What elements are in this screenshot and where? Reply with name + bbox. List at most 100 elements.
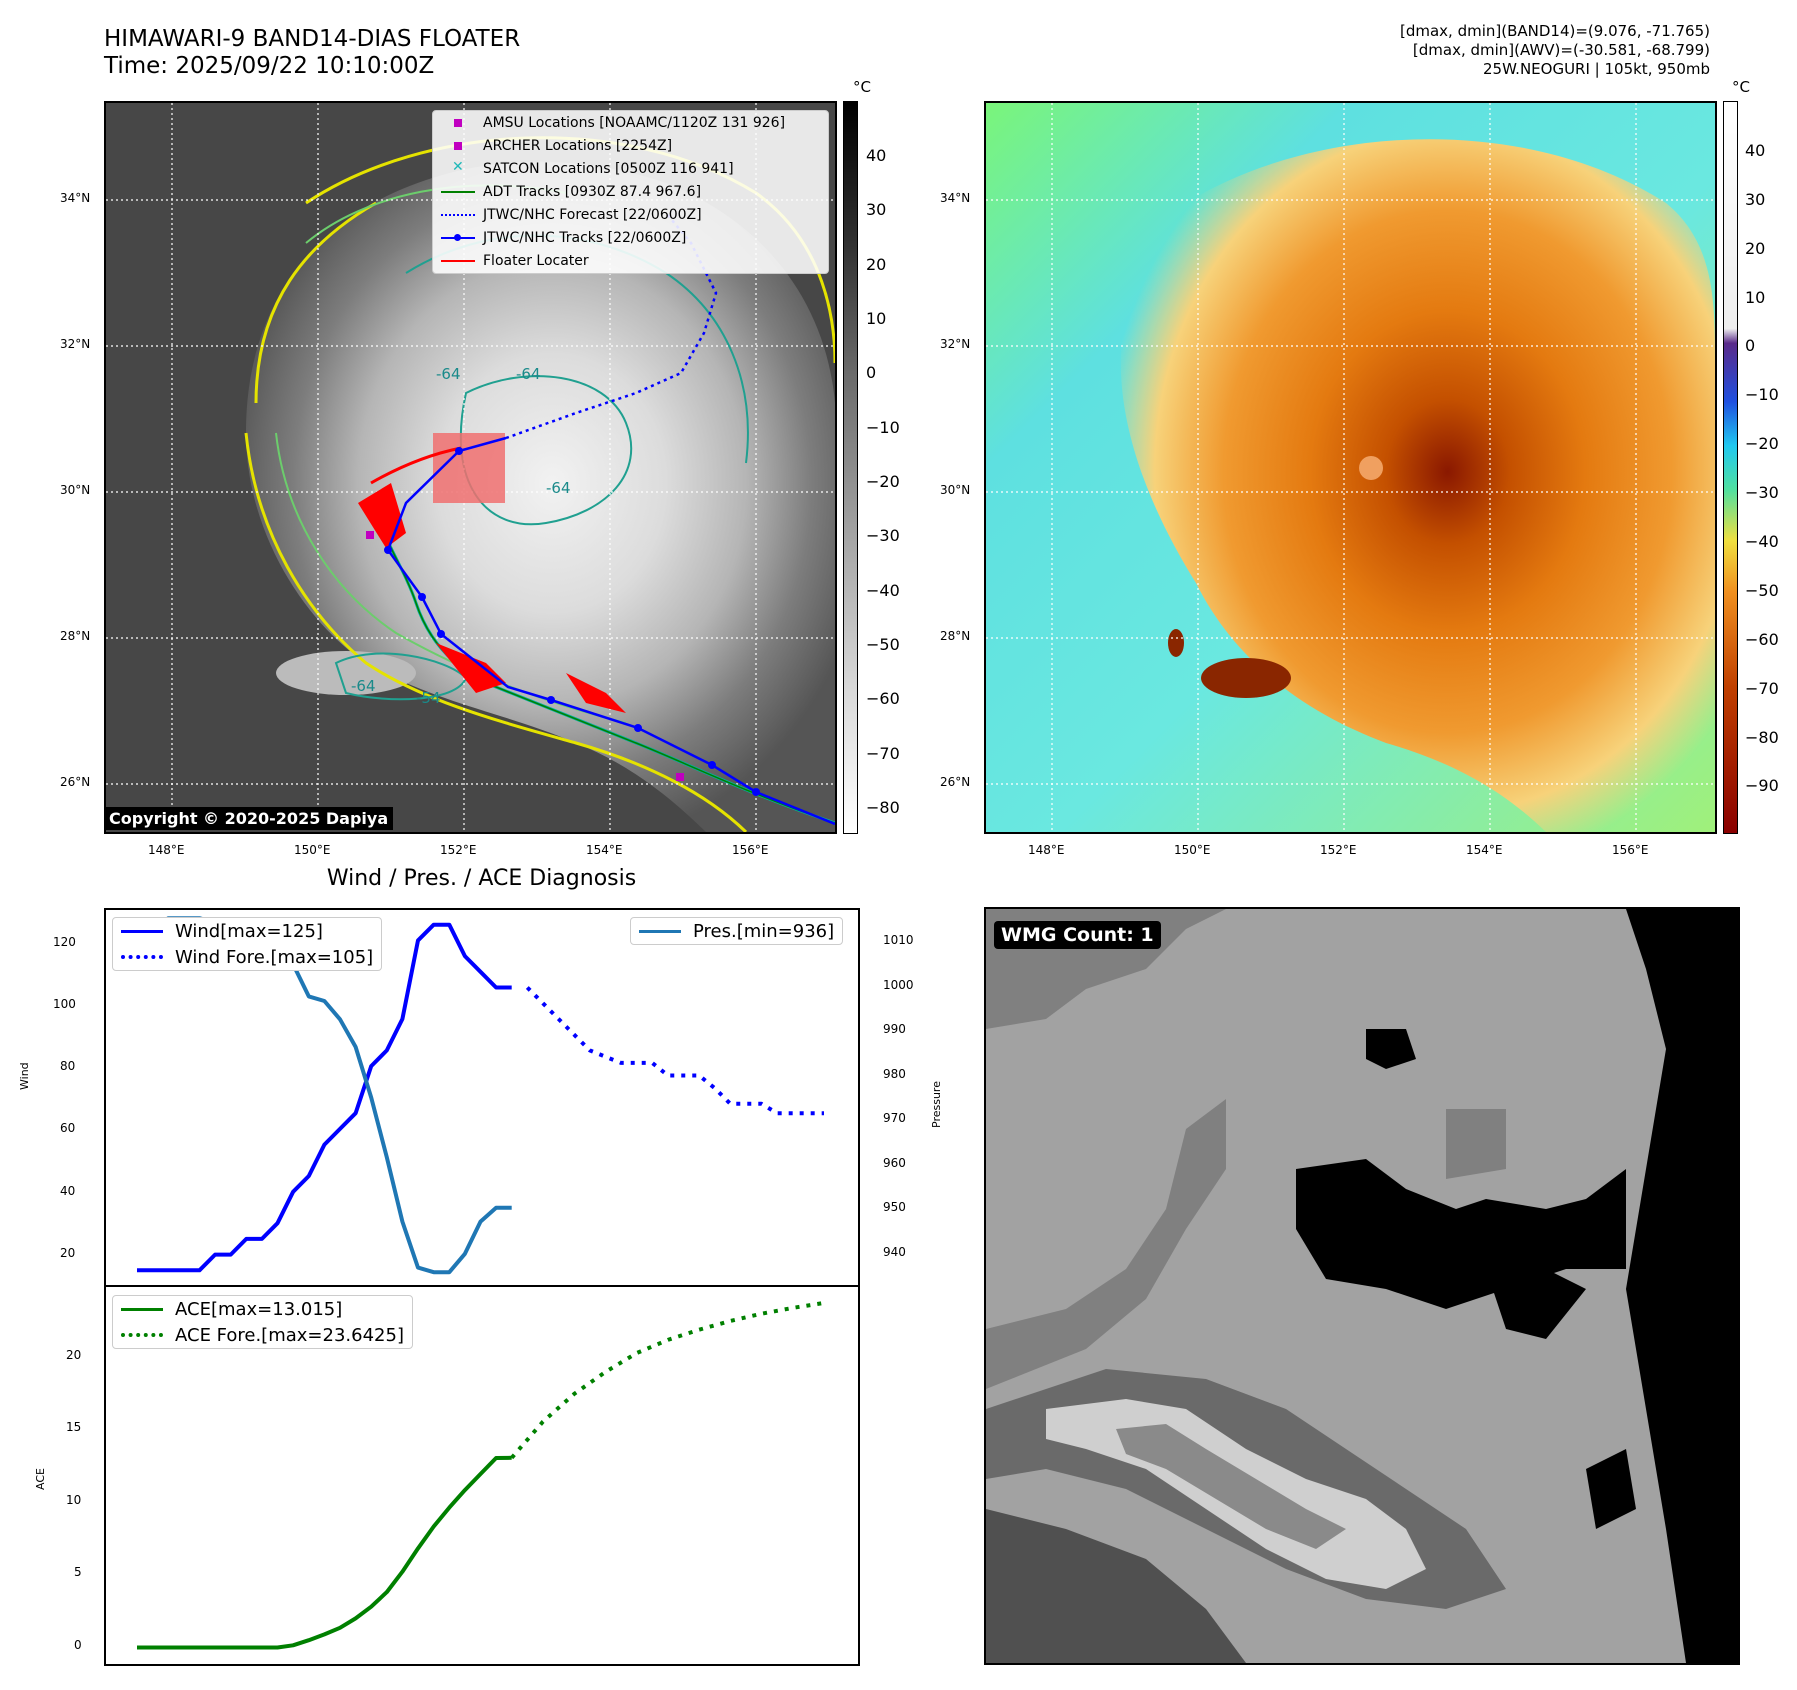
enhanced-colorbar (1723, 101, 1738, 834)
jtwc-forecast-track (505, 212, 718, 440)
square-marker-icon (454, 119, 462, 127)
wind-series-line (137, 922, 512, 1273)
storm-info: [dmax, dmin](BAND14)=(9.076, -71.765) [d… (1400, 22, 1710, 79)
floater-locater-line (370, 446, 462, 485)
x-marker-icon: ✕ (452, 159, 464, 175)
ace-series-line (137, 1455, 512, 1650)
colorbar-tick: 10 (1745, 288, 1766, 307)
legend-label: JTWC/NHC Forecast [22/0600Z] (483, 207, 702, 223)
figure-title: HIMAWARI-9 BAND14-DIAS FLOATER Time: 202… (104, 26, 520, 80)
colorbar-tick: 30 (1745, 190, 1766, 209)
legend-label: AMSU Locations [NOAAMC/1120Z 131 926] (483, 115, 786, 131)
legend-wind-forecast: Wind Fore.[max=105] (113, 944, 381, 970)
ace-tick: 10 (66, 1493, 82, 1507)
ace-tick: 20 (66, 1348, 82, 1362)
wmg-count-badge: WMG Count: 1 (994, 921, 1161, 949)
legend-ace-forecast: ACE Fore.[max=23.6425] (113, 1322, 412, 1348)
wind-tick: 60 (60, 1121, 76, 1135)
wind-barbs (358, 483, 626, 713)
colorbar-tick: −80 (866, 798, 900, 817)
dotted-line-icon (121, 955, 163, 959)
legend-ace: ACE[max=13.015] (113, 1296, 412, 1322)
legend-label: ARCHER Locations [2254Z] (483, 138, 673, 154)
pressure-tick: 1000 (883, 978, 914, 992)
ace-forecast-series-line (510, 1300, 825, 1460)
square-marker-icon (454, 142, 462, 150)
enhanced-ir-panel (984, 101, 1717, 834)
colorbar-tick: 30 (866, 200, 887, 219)
archer-location-marker (366, 531, 374, 539)
legend-adt: ADT Tracks [0930Z 87.4 967.6] (441, 183, 701, 201)
legend-pressure: Pres.[min=936] (631, 918, 842, 944)
pressure-tick: 980 (883, 1067, 906, 1081)
colorbar-tick: −30 (866, 526, 900, 545)
lat-tick: 28°N (940, 629, 971, 643)
contour-label: -64 (351, 677, 376, 695)
wind-tick: 100 (53, 997, 76, 1011)
lat-tick: 28°N (60, 629, 91, 643)
ace-legend: ACE[max=13.015] ACE Fore.[max=23.6425] (112, 1295, 413, 1349)
colorbar-tick: −70 (1745, 679, 1779, 698)
legend-label: Wind Fore.[max=105] (175, 946, 374, 968)
title-line-2: Time: 2025/09/22 10:10:00Z (104, 53, 435, 79)
colorbar-tick: −30 (1745, 483, 1779, 502)
enhanced-ir-map (986, 103, 1715, 832)
colorbar-tick: 40 (866, 146, 887, 165)
map-legend: AMSU Locations [NOAAMC/1120Z 131 926] AR… (432, 110, 829, 274)
pressure-tick: 960 (883, 1156, 906, 1170)
ace-axis-label: ACE (34, 1468, 47, 1490)
legend-archer: ARCHER Locations [2254Z] (441, 137, 672, 155)
copyright-badge: Copyright © 2020-2025 Dapiya (104, 807, 394, 830)
colorbar-tick: −10 (1745, 385, 1779, 404)
lat-tick: 26°N (60, 775, 91, 789)
solid-line-icon (441, 191, 475, 193)
wind-legend: Wind[max=125] Wind Fore.[max=105] (112, 917, 383, 971)
lon-tick: 152°E (1320, 843, 1357, 857)
colorbar-tick: −20 (866, 472, 900, 491)
pressure-legend: Pres.[min=936] (630, 917, 844, 945)
wind-tick: 40 (60, 1184, 76, 1198)
colorbar-tick: 20 (1745, 239, 1766, 258)
pressure-tick: 940 (883, 1245, 906, 1259)
pressure-series-line (137, 916, 512, 1275)
ace-tick: 5 (74, 1565, 82, 1579)
dotted-line-icon (441, 214, 475, 216)
wind-tick: 80 (60, 1059, 76, 1073)
line-dot-icon (454, 234, 461, 241)
lat-tick: 32°N (940, 337, 971, 351)
awv-range: [dmax, dmin](AWV)=(-30.581, -68.799) (1412, 41, 1710, 59)
legend-floater: Floater Locater (441, 252, 589, 270)
solid-line-icon (639, 930, 681, 933)
legend-label: SATCON Locations [0500Z 116 941] (483, 161, 734, 177)
lon-tick: 150°E (294, 843, 331, 857)
ir-colorbar (843, 101, 858, 834)
colorbar-tick: 40 (1745, 141, 1766, 160)
storm-eye (1359, 456, 1383, 480)
colorbar-tick: −90 (1745, 776, 1779, 795)
legend-satcon: ✕ SATCON Locations [0500Z 116 941] (441, 159, 734, 178)
legend-label: ADT Tracks [0930Z 87.4 967.6] (483, 184, 702, 200)
dotted-line-icon (121, 1333, 163, 1337)
jtwc-track-points (384, 447, 760, 796)
lon-tick: 152°E (440, 843, 477, 857)
pressure-tick: 1010 (883, 933, 914, 947)
colorbar-tick: −70 (866, 744, 900, 763)
legend-wind: Wind[max=125] (113, 918, 381, 944)
colorbar-unit: °C (853, 78, 871, 96)
pressure-tick: 970 (883, 1111, 906, 1125)
colorbar-tick: −20 (1745, 434, 1779, 453)
band14-range: [dmax, dmin](BAND14)=(9.076, -71.765) (1399, 22, 1710, 40)
colorbar-tick: 10 (866, 309, 887, 328)
lat-tick: 34°N (940, 191, 971, 205)
legend-jtwc-forecast: JTWC/NHC Forecast [22/0600Z] (441, 206, 702, 224)
lat-tick: 30°N (940, 483, 971, 497)
wind-tick: 120 (53, 935, 76, 949)
diagnosis-title: Wind / Pres. / ACE Diagnosis (326, 866, 637, 891)
wind-forecast-series-line (525, 986, 824, 1116)
contour-label: -64 (546, 479, 571, 497)
colorbar-tick: −80 (1745, 728, 1779, 747)
legend-label: ACE Fore.[max=23.6425] (175, 1324, 404, 1346)
lon-tick: 154°E (586, 843, 623, 857)
lat-tick: 32°N (60, 337, 91, 351)
